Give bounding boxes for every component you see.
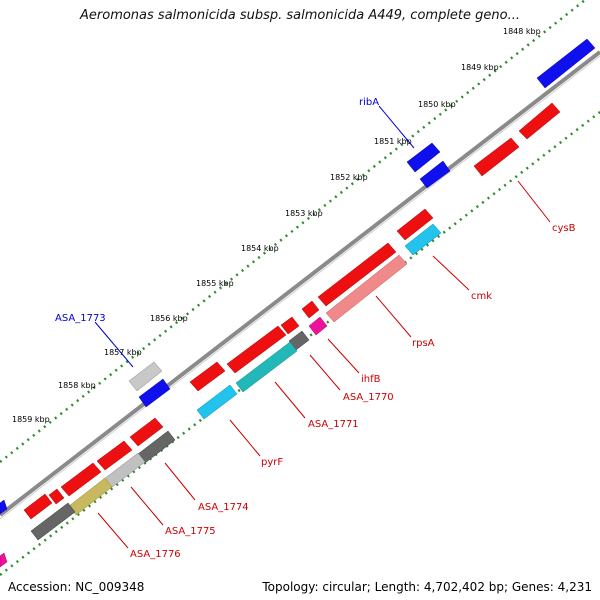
gene-feature-rpsA[interactable] [325, 254, 408, 323]
gene-feature-gray[interactable] [30, 502, 76, 541]
gene-feature-red[interactable] [396, 208, 434, 241]
gene-feature-blue[interactable] [419, 160, 451, 189]
gene-label-ASA_1774: ASA_1774 [198, 502, 249, 513]
gene-feature-red[interactable] [96, 440, 133, 471]
gene-feature-blue[interactable] [138, 378, 171, 408]
gene-feature-red[interactable] [280, 316, 300, 335]
reverse-strand-genes[interactable] [0, 223, 442, 568]
tick-label-1852: 1852 kbp [330, 173, 368, 182]
gene-feature-pyrF[interactable] [196, 384, 238, 420]
tick-label-1858: 1858 kbp [58, 381, 96, 390]
tick-label-1853: 1853 kbp [285, 209, 323, 218]
gene-feature-magenta[interactable] [0, 552, 8, 568]
gene-label-ihfB: ihfB [361, 374, 381, 385]
gene-labels: ribA ASA_1773 cysB cmk rpsA ihfB ASA_177… [55, 97, 576, 560]
gene-label-rpsA: rpsA [412, 338, 435, 349]
gene-label-cysB: cysB [552, 223, 576, 234]
accession-text: Accession: NC_009348 [8, 580, 145, 594]
gene-feature-cmk[interactable] [404, 223, 442, 256]
gene-feature-red[interactable] [518, 102, 561, 140]
forward-strand-genes[interactable] [0, 38, 596, 520]
tick-label-1851: 1851 kbp [374, 137, 412, 146]
gene-feature-red[interactable] [317, 242, 397, 307]
gene-feature-red[interactable] [301, 300, 320, 319]
gene-feature-blue[interactable] [536, 38, 596, 89]
gene-feature-ihfB[interactable] [308, 316, 328, 336]
tick-label-1859: 1859 kbp [12, 415, 50, 424]
gene-feature-red[interactable] [60, 462, 102, 497]
gene-label-ASA_1771: ASA_1771 [308, 419, 359, 430]
gene-label-ASA_1776: ASA_1776 [130, 549, 181, 560]
gene-feature-blue[interactable] [0, 499, 8, 515]
gene-feature-red[interactable] [48, 488, 65, 505]
tick-label-1857: 1857 kbp [104, 348, 142, 357]
gene-label-cmk: cmk [471, 291, 492, 302]
tick-label-1849: 1849 kbp [461, 63, 499, 72]
gene-feature-red[interactable] [129, 417, 164, 447]
tick-label-1855: 1855 kbp [196, 279, 234, 288]
genome-summary-text: Topology: circular; Length: 4,702,402 bp… [262, 580, 592, 594]
gene-feature-red[interactable] [189, 361, 226, 392]
gene-label-ribA: ribA [359, 97, 379, 108]
tick-label-1856: 1856 kbp [150, 314, 188, 323]
gene-feature-red[interactable] [226, 325, 287, 374]
tick-label-1848: 1848 kbp [503, 27, 541, 36]
gene-label-pyrF: pyrF [261, 457, 283, 468]
gene-label-ASA_1775: ASA_1775 [165, 526, 216, 537]
gene-label-ASA_1773: ASA_1773 [55, 313, 106, 324]
tick-label-1854: 1854 kbp [241, 244, 279, 253]
ruler-tick-labels: 1848 kbp 1849 kbp 1850 kbp 1851 kbp 1852… [12, 27, 541, 424]
gene-feature-ASA_1773[interactable] [128, 361, 163, 392]
gene-label-ASA_1770: ASA_1770 [343, 392, 394, 403]
genome-backbone [0, 50, 600, 520]
gene-feature-ribA[interactable] [406, 142, 441, 173]
label-leader-lines [94, 105, 551, 549]
gene-feature-red[interactable] [473, 137, 520, 177]
outer-ruler [0, 0, 586, 463]
gene-feature-red[interactable] [23, 493, 53, 520]
gene-feature-ASA_1770[interactable] [235, 341, 298, 393]
map-title: Aeromonas salmonicida subsp. salmonicida… [80, 8, 520, 23]
tick-label-1850: 1850 kbp [418, 100, 456, 109]
